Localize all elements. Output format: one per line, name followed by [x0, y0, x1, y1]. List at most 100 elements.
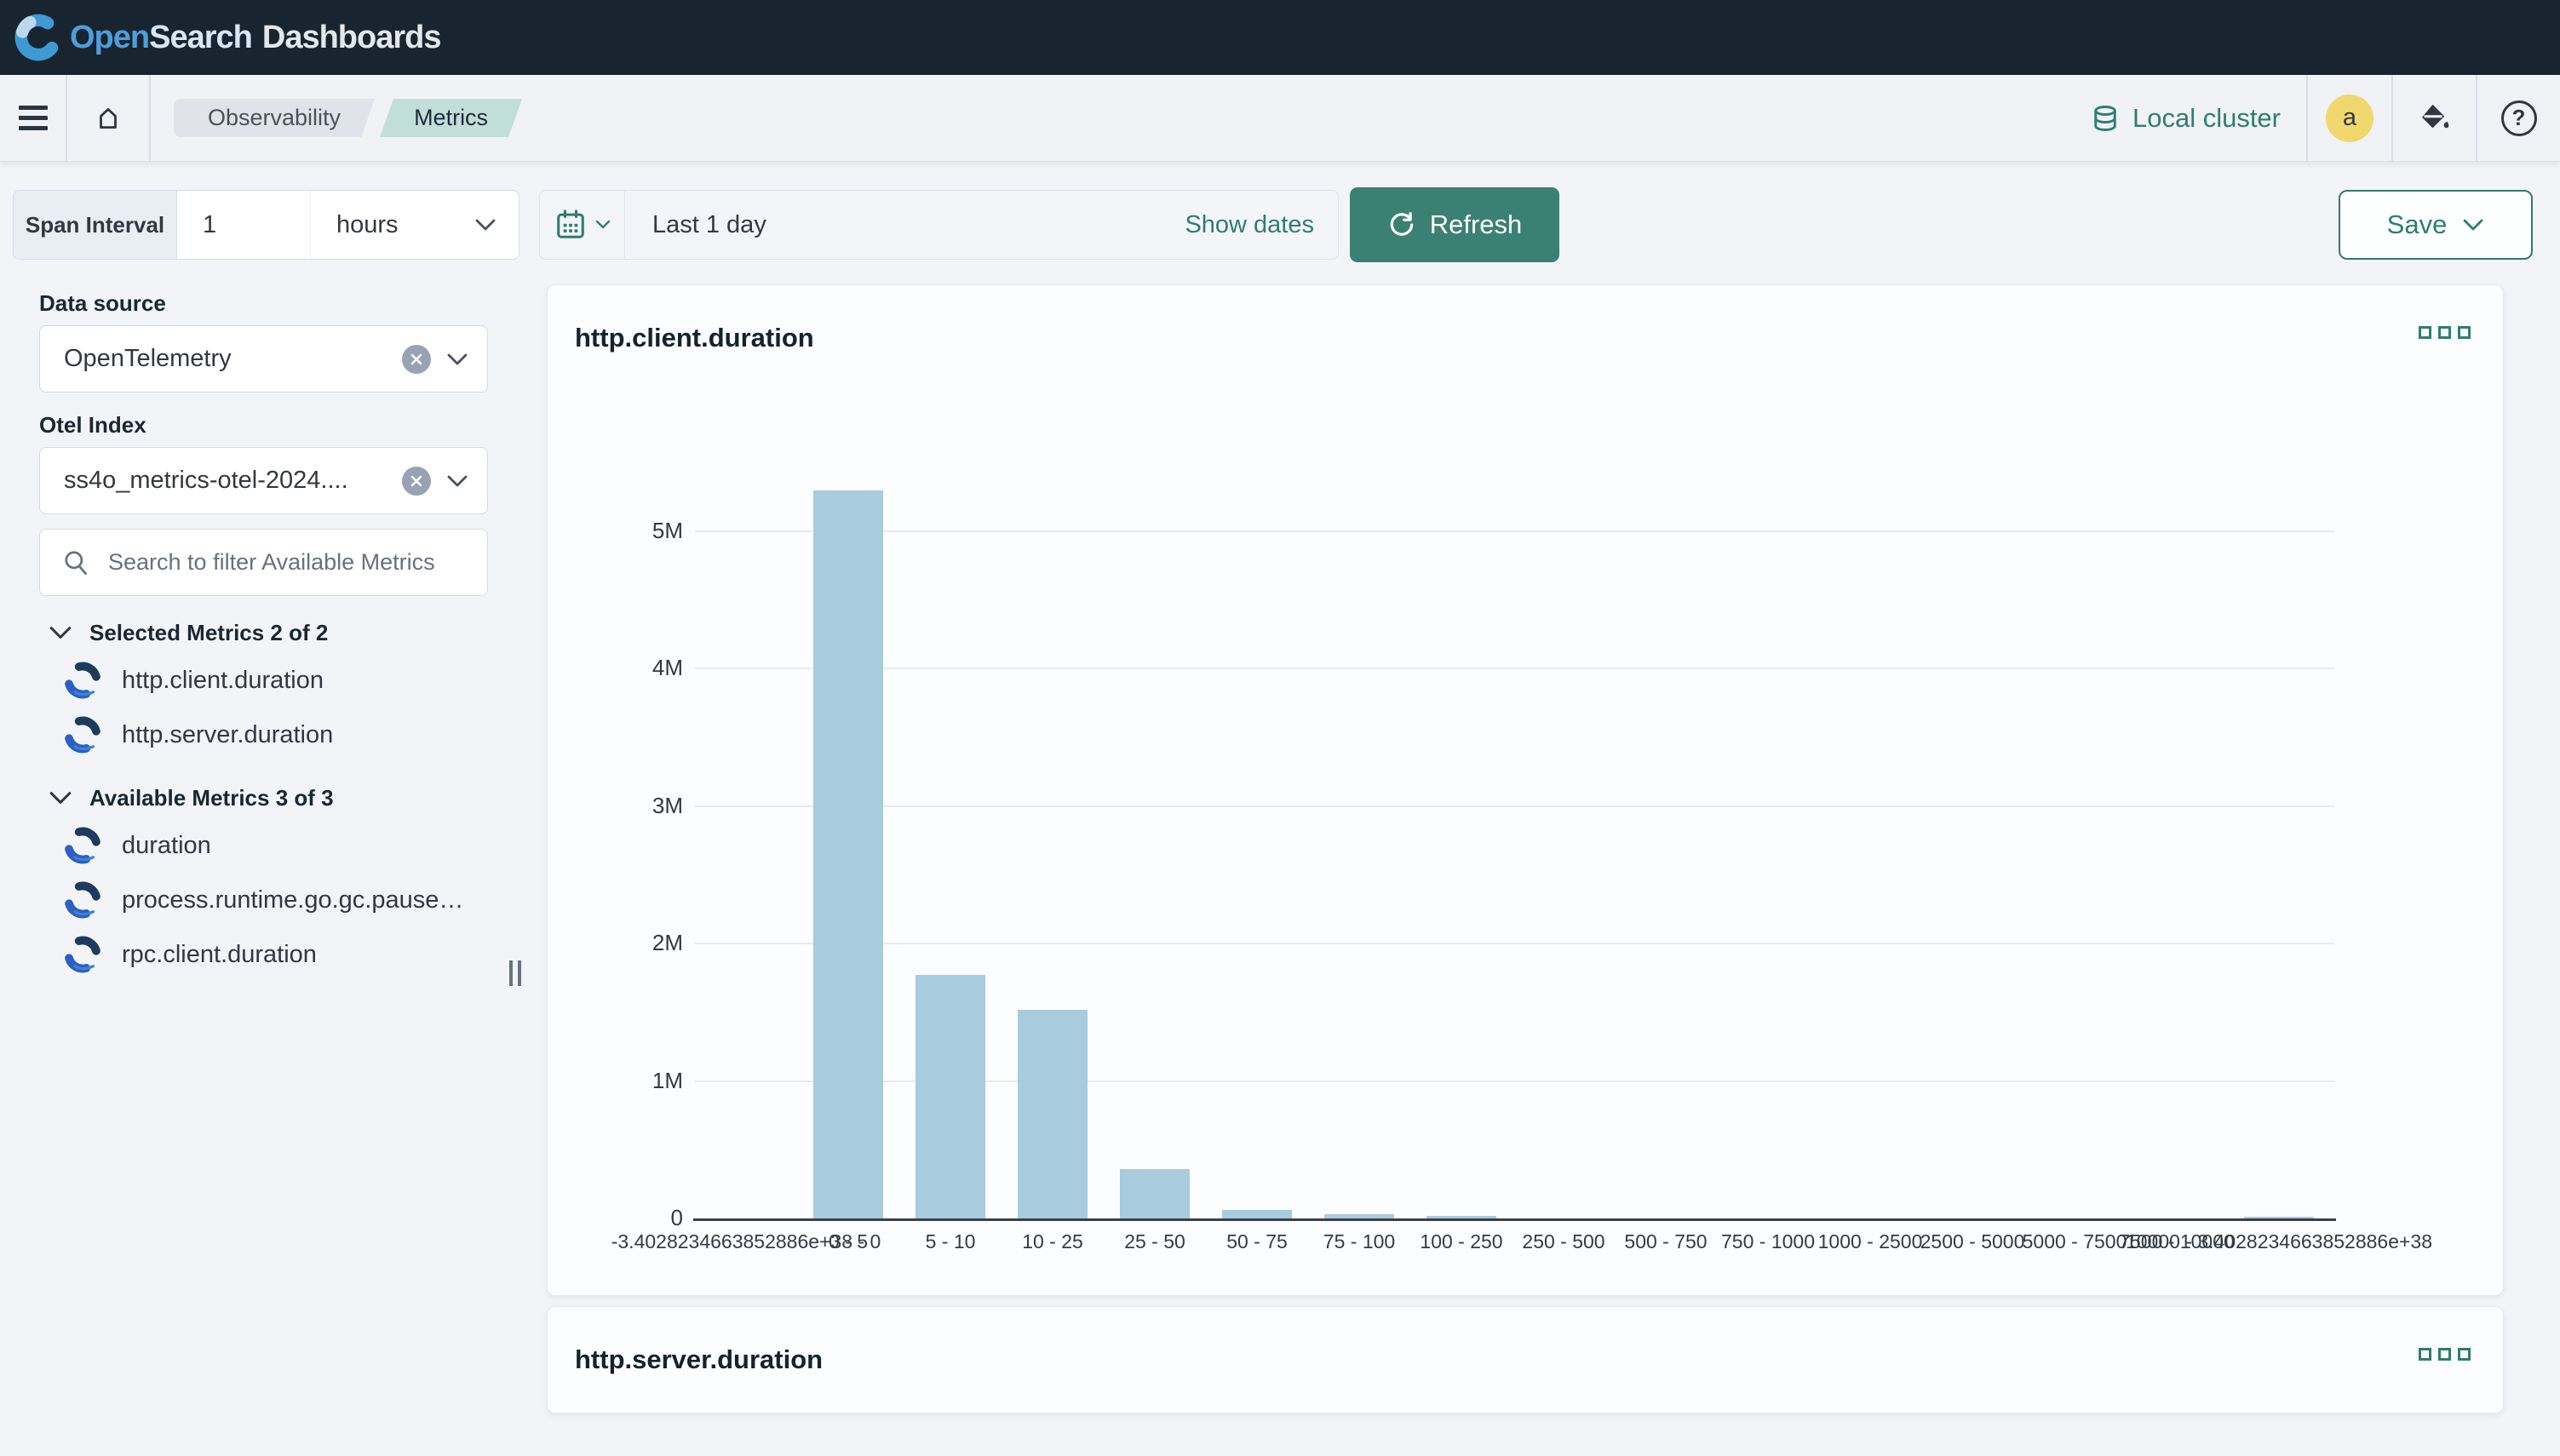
gridline — [695, 805, 2334, 807]
top-bar: OpenSearchDashboards — [0, 0, 2560, 75]
gridline — [695, 668, 2334, 669]
user-menu-button[interactable]: a — [2308, 75, 2391, 161]
x-tick-label: 1000 - 2500 — [1818, 1230, 1923, 1253]
x-tick-label: 100 - 250 — [1420, 1230, 1502, 1253]
metric-list-item[interactable]: rpc.client.duration — [39, 927, 488, 982]
metrics-search — [39, 529, 488, 596]
gridline — [695, 943, 2334, 944]
x-tick-label: 2500 - 5000 — [1920, 1230, 2025, 1253]
x-tick-label: 10 - 25 — [1022, 1230, 1083, 1253]
database-icon — [2090, 103, 2121, 134]
available-metrics-header: Available Metrics 3 of 3 — [89, 785, 334, 811]
clear-data-source-button[interactable] — [402, 345, 431, 374]
chevron-down-icon — [446, 474, 468, 488]
opensearch-metric-icon — [64, 881, 101, 919]
opensearch-metric-icon — [64, 662, 101, 699]
navbar-right: Local cluster a ? — [2064, 75, 2560, 161]
show-dates-button[interactable]: Show dates — [1185, 191, 1338, 259]
chevron-down-icon — [49, 790, 72, 805]
span-unit-value: hours — [336, 211, 399, 239]
app-title-dashboards: Dashboards — [262, 20, 441, 55]
selected-metrics-header: Selected Metrics 2 of 2 — [89, 620, 328, 646]
x-tick-label: 0 - 5 — [829, 1230, 868, 1253]
cluster-selector-button[interactable]: Local cluster — [2064, 75, 2306, 161]
metric-list-item[interactable]: http.server.duration — [39, 708, 488, 762]
nav-divider — [149, 75, 151, 161]
search-icon — [62, 548, 91, 577]
bar — [916, 975, 985, 1218]
y-tick-label: 4M — [513, 655, 683, 681]
metric-list-item[interactable]: http.client.duration — [39, 653, 488, 708]
app-title: OpenSearchDashboards — [70, 20, 441, 56]
y-tick-label: 0 — [513, 1205, 683, 1231]
selected-metrics-accordion[interactable]: Selected Metrics 2 of 2 — [39, 618, 488, 647]
span-unit-select[interactable]: hours — [310, 191, 519, 259]
otel-index-select[interactable]: ss4o_metrics-otel-2024.... — [39, 447, 488, 514]
chevron-down-icon — [446, 353, 468, 366]
main-content: http.client.duration 01M2M3M4M5M-3.40282… — [547, 284, 2504, 1413]
opensearch-metric-icon — [64, 716, 101, 754]
http-client-duration-chart[interactable]: 01M2M3M4M5M-3.4028234663852886e+38 - 00 … — [548, 285, 2503, 1295]
x-tick-label: 10000 - 3.4028234663852886e+38 — [2126, 1230, 2432, 1253]
home-button[interactable] — [67, 75, 149, 161]
data-source-select[interactable]: OpenTelemetry — [39, 325, 488, 393]
metric-name: rpc.client.duration — [122, 941, 317, 969]
refresh-button[interactable]: Refresh — [1350, 187, 1559, 262]
date-range-display[interactable]: Last 1 day — [625, 191, 1185, 259]
available-metrics-accordion[interactable]: Available Metrics 3 of 3 — [39, 783, 488, 812]
chevron-down-icon — [49, 625, 72, 640]
hamburger-icon — [19, 106, 48, 130]
refresh-label: Refresh — [1430, 209, 1523, 240]
breadcrumb-metrics[interactable]: Metrics — [380, 99, 522, 137]
chevron-down-icon — [595, 220, 611, 230]
clear-otel-index-button[interactable] — [402, 467, 431, 496]
metrics-search-input[interactable] — [108, 549, 470, 576]
home-icon — [94, 104, 123, 133]
y-tick-label: 5M — [513, 518, 683, 544]
gridline — [695, 530, 2334, 532]
metric-name: duration — [122, 832, 211, 860]
span-interval-control: Span Interval hours — [13, 190, 519, 260]
close-icon — [410, 353, 423, 366]
menu-button[interactable] — [0, 75, 66, 161]
date-picker-control: Last 1 day Show dates — [539, 190, 1339, 260]
theme-button[interactable] — [2393, 75, 2476, 161]
sidebar-resize-handle[interactable] — [509, 960, 521, 986]
page: OpenSearchDashboards Observability Metri… — [0, 0, 2560, 1456]
otel-index-label: Otel Index — [39, 412, 488, 439]
help-button[interactable]: ? — [2477, 75, 2560, 161]
span-interval-label: Span Interval — [14, 191, 177, 259]
opensearch-metric-icon — [64, 827, 101, 864]
opensearch-metric-icon — [64, 936, 101, 973]
x-tick-label: 500 - 750 — [1624, 1230, 1707, 1253]
metric-name: http.server.duration — [122, 721, 333, 749]
x-axis-line — [693, 1218, 2336, 1221]
save-button[interactable]: Save — [2339, 190, 2533, 260]
breadcrumb-observability[interactable]: Observability — [174, 99, 375, 137]
panel-http-server-duration: http.server.duration — [547, 1306, 2504, 1413]
cluster-label: Local cluster — [2132, 103, 2281, 134]
metric-list-item[interactable]: duration — [39, 818, 488, 873]
breadcrumb: Observability Metrics — [174, 99, 522, 137]
span-interval-input[interactable] — [177, 191, 310, 259]
quick-select-button[interactable] — [540, 191, 625, 259]
x-tick-label: 5000 - 7500 — [2023, 1230, 2127, 1253]
calendar-icon — [554, 209, 587, 241]
x-tick-label: 75 - 100 — [1323, 1230, 1395, 1253]
close-icon — [410, 474, 423, 488]
chevron-down-icon — [2462, 218, 2484, 232]
x-tick-label: 25 - 50 — [1124, 1230, 1185, 1253]
data-source-label: Data source — [39, 290, 488, 317]
x-tick-label: 250 - 500 — [1522, 1230, 1604, 1253]
panel-actions-button[interactable] — [2419, 1348, 2471, 1361]
panel-http-client-duration: http.client.duration 01M2M3M4M5M-3.40282… — [547, 284, 2504, 1296]
user-avatar: a — [2326, 95, 2373, 142]
refresh-icon — [1387, 210, 1416, 239]
metric-list-item[interactable]: process.runtime.go.gc.pause… — [39, 873, 488, 927]
selected-metrics-list: http.client.duration http.server.duratio… — [39, 653, 488, 762]
app-title-open: Open — [70, 20, 149, 55]
x-tick-label: 50 - 75 — [1226, 1230, 1288, 1253]
y-tick-label: 3M — [513, 793, 683, 819]
chevron-down-icon — [474, 218, 497, 232]
opensearch-logo-icon — [14, 13, 63, 62]
